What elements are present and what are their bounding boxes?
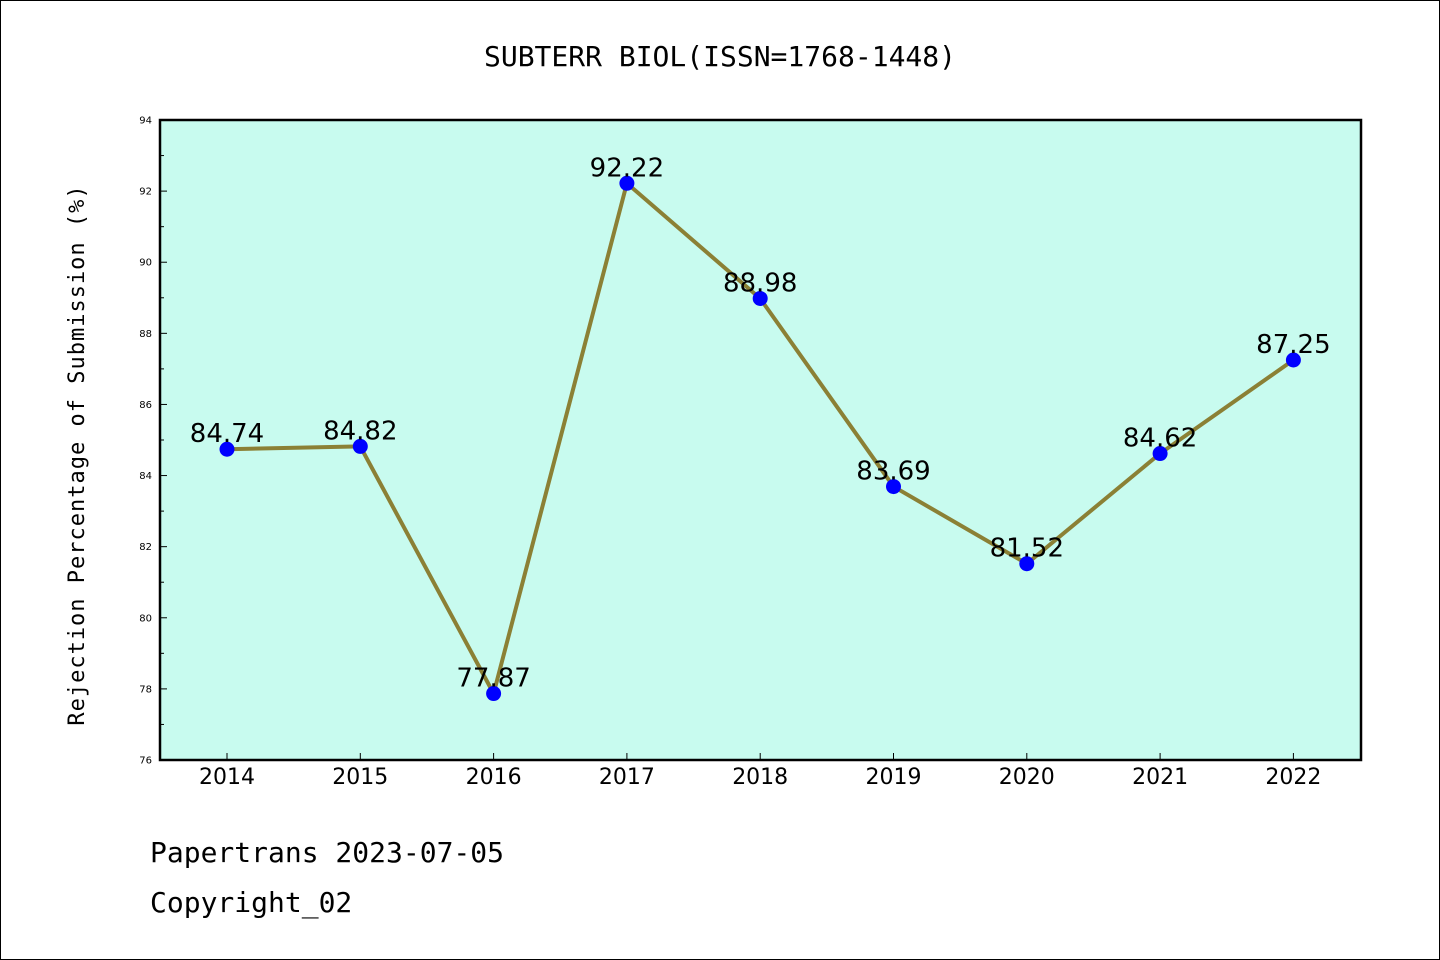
x-tick-label: 2021 [1132, 765, 1188, 790]
y-tick-label: 94 [139, 116, 152, 127]
data-point-marker [619, 175, 635, 191]
data-label: 77.87 [456, 664, 530, 694]
footer-date-text: Papertrans 2023-07-05 [150, 836, 505, 869]
data-label: 84.62 [1123, 424, 1197, 454]
y-tick-label: 90 [139, 258, 152, 269]
x-tick-label: 2020 [999, 765, 1055, 790]
data-point-marker [1285, 352, 1301, 368]
footer-copyright-text: Copyright_02 [150, 886, 353, 919]
data-point-marker [219, 441, 235, 457]
data-point-marker [1152, 446, 1168, 462]
chart-title: SUBTERR BIOL(ISSN=1768-1448) [484, 40, 956, 73]
x-tick-label: 2018 [732, 765, 788, 790]
data-point-marker [1019, 556, 1035, 572]
y-tick-label: 78 [139, 684, 152, 695]
data-point-marker [486, 686, 502, 702]
y-tick-label: 82 [139, 542, 152, 553]
data-label: 84.82 [323, 416, 397, 446]
x-tick-label: 2014 [199, 765, 255, 790]
data-label: 81.52 [990, 534, 1064, 564]
data-label: 88.98 [723, 268, 797, 298]
y-tick-label: 86 [139, 400, 152, 411]
data-label: 92.22 [590, 153, 664, 183]
y-tick-label: 76 [139, 756, 152, 767]
y-axis-label: Rejection Percentage of Submission (%) [65, 184, 90, 725]
data-point-marker [352, 438, 368, 454]
y-tick-label: 88 [139, 329, 152, 340]
plot-border [158, 118, 1363, 762]
data-label: 83.69 [856, 457, 930, 487]
x-tick-label: 2015 [332, 765, 388, 790]
y-tick-label: 80 [139, 613, 152, 624]
x-tick-label: 2019 [866, 765, 922, 790]
y-tick-label: 84 [139, 471, 152, 482]
y-tick-label: 92 [139, 187, 152, 198]
x-tick-label: 2022 [1265, 765, 1321, 790]
data-label: 87.25 [1256, 330, 1330, 360]
x-tick-label: 2016 [466, 765, 522, 790]
x-tick-label: 2017 [599, 765, 655, 790]
data-point-marker [886, 479, 901, 495]
data-label: 84.74 [190, 419, 264, 449]
data-point-marker [752, 290, 768, 306]
